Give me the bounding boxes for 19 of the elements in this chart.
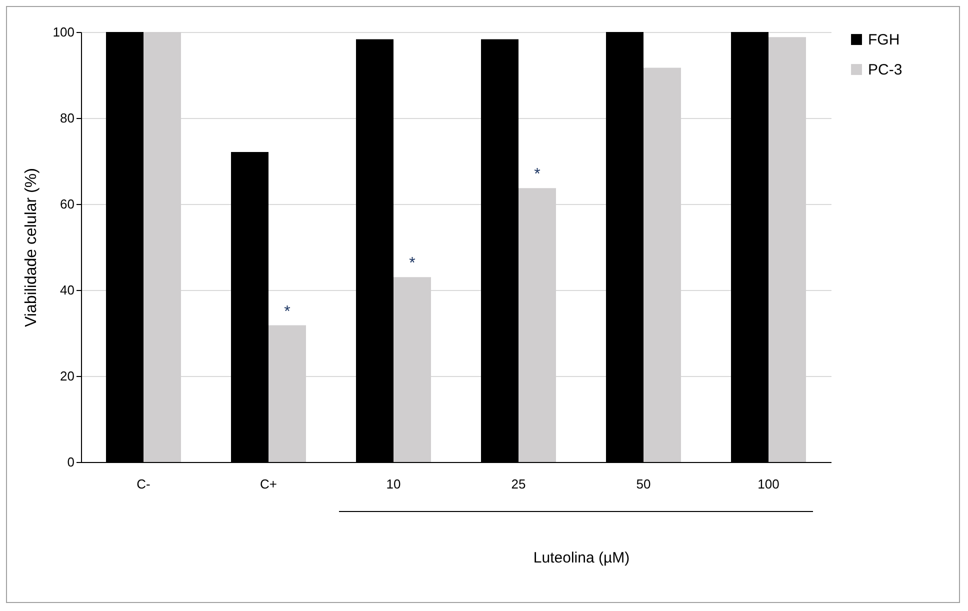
x-axis-title: Luteolina (µM)	[533, 550, 630, 566]
y-tick-label: 80	[60, 110, 74, 126]
legend-label: PC-3	[868, 62, 902, 78]
y-tick-label: 0	[67, 454, 74, 470]
x-tick-label: 25	[511, 476, 526, 492]
y-tick-label: 40	[60, 282, 74, 298]
y-axis-title: Viabilidade celular (%)	[22, 168, 40, 327]
x-tick-label: C-	[136, 476, 150, 492]
x-tick-label: 50	[636, 476, 651, 492]
y-tick-label: 20	[60, 368, 74, 384]
x-tick-label: C+	[260, 476, 277, 492]
legend-label: FGH	[868, 32, 900, 48]
y-tick-label: 100	[52, 24, 74, 40]
x-tick-label: 10	[386, 476, 401, 492]
annotation: *	[534, 166, 540, 184]
x-tick-label: 100	[758, 476, 780, 492]
y-tick-label: 60	[60, 196, 74, 212]
annotation: *	[409, 255, 416, 272]
annotation: *	[284, 303, 290, 320]
